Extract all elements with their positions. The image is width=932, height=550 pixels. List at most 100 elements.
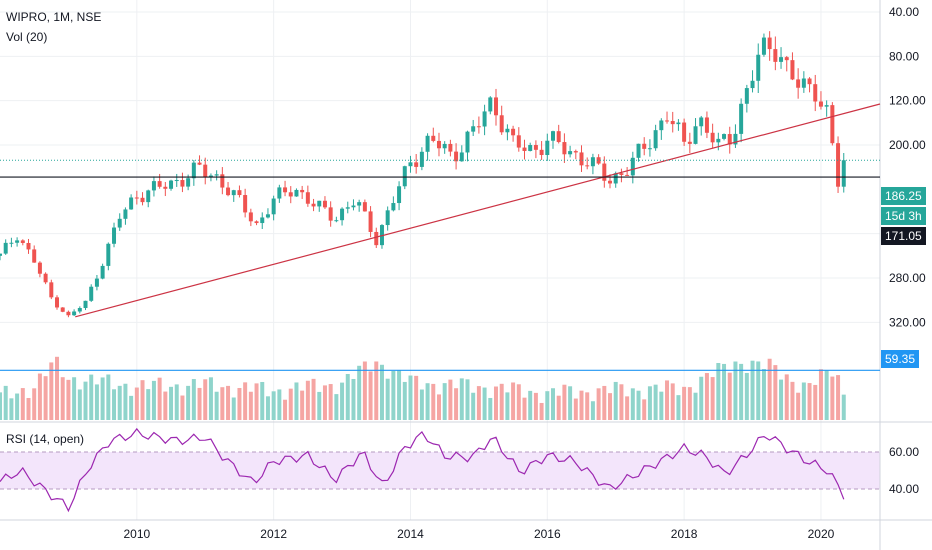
candle-body: [20, 240, 25, 243]
volume-bar: [379, 364, 384, 420]
volume-bar: [340, 382, 345, 420]
volume-bar: [328, 384, 333, 420]
candle-body: [739, 103, 744, 134]
volume-bar: [533, 392, 538, 420]
volume-bar: [94, 384, 99, 420]
candle-body: [374, 231, 379, 246]
volume-bar: [425, 383, 430, 420]
volume-bar: [237, 387, 242, 420]
volume-bar: [140, 380, 145, 420]
candle-body: [784, 57, 789, 61]
volume-bar: [248, 391, 253, 420]
candle-body: [722, 134, 727, 139]
volume-bar: [744, 372, 749, 420]
volume-bar: [43, 376, 48, 420]
candle-body: [146, 190, 151, 203]
candle-body: [328, 207, 333, 221]
candle-body: [704, 117, 709, 133]
volume-bar: [66, 379, 71, 420]
volume-bar: [573, 398, 578, 420]
volume-bar: [773, 365, 778, 420]
volume-bar: [436, 394, 441, 420]
time-tick-label: 2012: [260, 527, 287, 541]
volume-bar: [818, 369, 823, 420]
candle-body: [436, 140, 441, 149]
candle-body: [231, 190, 236, 196]
candle-body: [134, 197, 139, 199]
candle-body: [248, 212, 253, 222]
volume-bar: [579, 390, 584, 420]
candle-body: [585, 165, 590, 167]
candle-body: [277, 187, 282, 199]
candle-body: [568, 151, 573, 155]
volume-bar: [157, 377, 162, 420]
volume-bar: [288, 388, 293, 420]
candle-body: [351, 205, 356, 208]
candle-body: [43, 273, 48, 283]
price-tick-label: 80.00: [889, 49, 919, 63]
candle-body: [613, 173, 618, 184]
volume-bar: [779, 379, 784, 420]
volume-bar: [77, 389, 82, 420]
volume-bar: [505, 392, 510, 420]
candle-body: [841, 160, 846, 187]
volume-bar: [551, 388, 555, 420]
candle-body: [773, 49, 778, 62]
volume-bar: [385, 378, 390, 420]
candle-body: [676, 122, 681, 125]
volume-bar: [636, 390, 641, 420]
horizontal-level-tag: 171.05: [881, 227, 926, 245]
volume-bar: [807, 383, 812, 420]
candle-body: [670, 121, 675, 125]
volume-bar: [801, 382, 806, 420]
rsi-indicator-label: RSI (14, open): [6, 432, 85, 446]
candle-body: [471, 126, 476, 132]
candle-body: [112, 227, 117, 244]
candle-body: [288, 192, 293, 197]
candle-body: [300, 189, 305, 193]
candle-body: [66, 311, 71, 316]
volume-bar: [265, 396, 270, 420]
candle-body: [454, 151, 459, 162]
time-tick-label: 2010: [123, 527, 150, 541]
candle-body: [590, 157, 595, 167]
volume-bar: [710, 377, 715, 420]
candle-body: [596, 157, 601, 164]
candle-body: [0, 253, 2, 256]
candle-body: [642, 143, 647, 149]
volume-bar: [676, 395, 681, 420]
volume-bar: [231, 397, 236, 420]
candle-body: [340, 208, 345, 221]
volume-bar: [89, 374, 94, 420]
candle-body: [123, 209, 128, 219]
volume-bar: [83, 381, 88, 420]
time-tick-label: 2014: [397, 527, 424, 541]
volume-bar: [9, 398, 14, 420]
volume-bar: [704, 373, 709, 420]
candle-body: [682, 122, 687, 142]
candle-body: [625, 174, 630, 176]
candle-body: [476, 126, 481, 128]
candle-body: [545, 140, 550, 156]
candle-body: [619, 173, 624, 175]
volume-bar: [203, 379, 208, 420]
candle-body: [556, 131, 561, 143]
candle-body: [180, 180, 185, 187]
candle-body: [129, 197, 134, 210]
volume-bar: [26, 397, 31, 420]
candle-body: [499, 115, 504, 133]
volume-bar: [151, 380, 156, 420]
price-tick-label: 280.00: [889, 271, 926, 285]
candle-body: [322, 200, 327, 208]
volume-bar: [528, 390, 533, 420]
volume-bar: [556, 395, 561, 420]
volume-bar: [767, 358, 772, 420]
candle-body: [260, 217, 265, 224]
rsi-band: [0, 452, 880, 489]
last-price-tag: 186.25: [881, 187, 926, 205]
volume-bar: [72, 377, 77, 420]
candle-body: [26, 242, 31, 250]
candle-body: [539, 149, 544, 156]
price-tick-label: 120.00: [889, 94, 926, 108]
